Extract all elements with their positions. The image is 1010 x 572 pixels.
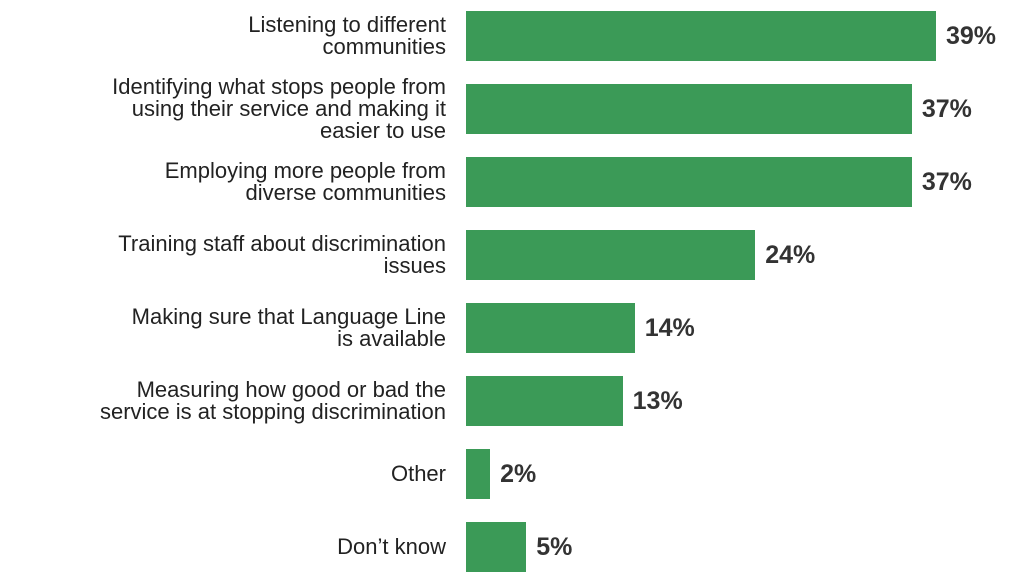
category-label: Don’t know	[337, 536, 446, 558]
bar	[466, 303, 635, 353]
category-label: Employing more people from diverse commun…	[165, 160, 446, 204]
label-line: is available	[337, 326, 446, 351]
category-label: Making sure that Language Line is availab…	[132, 306, 446, 350]
category-label: Training staff about discrimination issue…	[118, 233, 446, 277]
category-label: Identifying what stops people from using …	[112, 76, 446, 142]
label-line: Listening to different	[248, 12, 446, 37]
category-label: Other	[391, 463, 446, 485]
label-line: easier to use	[320, 118, 446, 143]
label-line: communities	[322, 34, 446, 59]
label-line: Identifying what stops people from	[112, 74, 446, 99]
category-label: Listening to different communities	[248, 14, 446, 58]
bar	[466, 84, 912, 134]
value-label: 37%	[921, 168, 972, 196]
label-line: Training staff about discrimination	[118, 231, 446, 256]
value-label: 37%	[921, 95, 972, 123]
label-line: issues	[383, 253, 446, 278]
value-label: 24%	[765, 241, 816, 269]
bar	[466, 522, 527, 572]
bar	[466, 157, 912, 207]
bar	[466, 230, 756, 280]
label-line: Other	[390, 461, 446, 486]
label-line: Measuring how good or bad the	[136, 377, 446, 402]
value-label: 2%	[500, 460, 537, 488]
category-label: Measuring how good or bad the service is …	[100, 379, 446, 423]
value-label: 14%	[644, 314, 695, 342]
label-line: Don’t know	[337, 534, 446, 559]
label-line: service is at stopping discrimination	[99, 399, 446, 424]
label-line: using their service and making it	[131, 96, 446, 121]
label-line: diverse communities	[245, 180, 446, 205]
bar	[466, 11, 936, 61]
bar	[466, 376, 623, 426]
value-label: 39%	[945, 22, 996, 50]
label-line: Making sure that Language Line	[131, 304, 446, 329]
value-label: 5%	[536, 533, 573, 561]
label-line: Employing more people from	[164, 158, 446, 183]
bar	[466, 449, 491, 499]
value-label: 13%	[632, 387, 683, 415]
